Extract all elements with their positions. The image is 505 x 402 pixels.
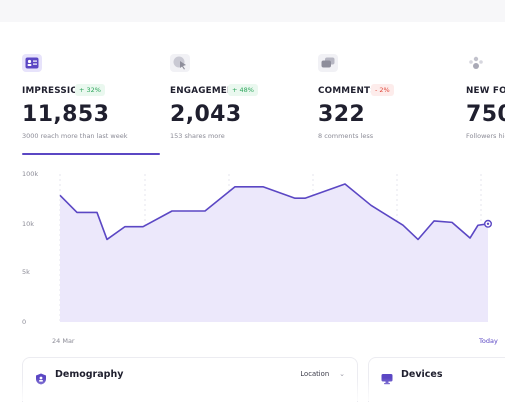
trend-badge: + 48%: [228, 84, 258, 96]
impressions-area-chart[interactable]: 100k 10k 5k 0 24 Mar Today: [0, 160, 505, 350]
kpi-subtext: 3000 reach more than last week: [22, 132, 128, 140]
kpi-subtext: 8 comments less: [318, 132, 374, 140]
kpi-comments[interactable]: COMMENTS - 2% 322 8 comments less: [318, 44, 458, 156]
chevron-down-icon: ⌄: [339, 370, 345, 378]
pointer-icon: [170, 54, 190, 72]
trend-badge: + 32%: [75, 84, 105, 96]
panel-title: Demography: [55, 369, 124, 380]
kpi-value: 322: [318, 102, 366, 127]
y-tick-label: 5k: [22, 268, 30, 276]
series-line: [59, 183, 489, 241]
area-fill: [60, 183, 488, 322]
kpi-value: 750: [466, 102, 505, 127]
kpi-label: ENGAGEMENT: [170, 86, 241, 96]
kpi-subtext: 153 shares more: [170, 132, 225, 140]
dropdown-value: Location: [300, 370, 330, 378]
y-tick-label: 100k: [22, 170, 38, 178]
kpi-label: COMMENTS: [318, 86, 377, 96]
demography-panel: Demography Location ⌄: [22, 357, 358, 402]
profile-card-icon: [22, 54, 42, 72]
y-tick-label: 0: [22, 318, 26, 326]
x-axis-end-label[interactable]: Today: [478, 337, 498, 345]
kpi-label: NEW FOLL: [466, 86, 505, 96]
top-bar: [0, 0, 505, 22]
y-tick-label: 10k: [22, 220, 34, 228]
kpi-value: 11,853: [22, 102, 110, 127]
shield-icon: [35, 370, 47, 385]
kpi-engagement[interactable]: ENGAGEMENT + 48% 2,043 153 shares more: [170, 44, 310, 156]
kpi-row: IMPRESSION + 32% 11,853 3000 reach more …: [0, 44, 505, 156]
end-point-dot: [486, 222, 490, 226]
chat-bubbles-icon: [318, 54, 338, 72]
users-icon: [466, 54, 486, 72]
kpi-new-followers[interactable]: NEW FOLL 750 Followers hig: [466, 44, 505, 156]
devices-panel: Devices: [368, 357, 505, 402]
monitor-icon: [381, 370, 393, 385]
kpi-subtext: Followers hig: [466, 132, 505, 140]
location-dropdown[interactable]: Location ⌄: [300, 370, 345, 378]
kpi-label: IMPRESSION: [22, 86, 86, 96]
trend-badge: - 2%: [371, 84, 394, 96]
kpi-value: 2,043: [170, 102, 242, 127]
x-axis-start-label: 24 Mar: [52, 337, 75, 345]
kpi-impression[interactable]: IMPRESSION + 32% 11,853 3000 reach more …: [22, 44, 172, 156]
active-tab-indicator: [22, 153, 160, 155]
panel-title: Devices: [401, 369, 443, 380]
